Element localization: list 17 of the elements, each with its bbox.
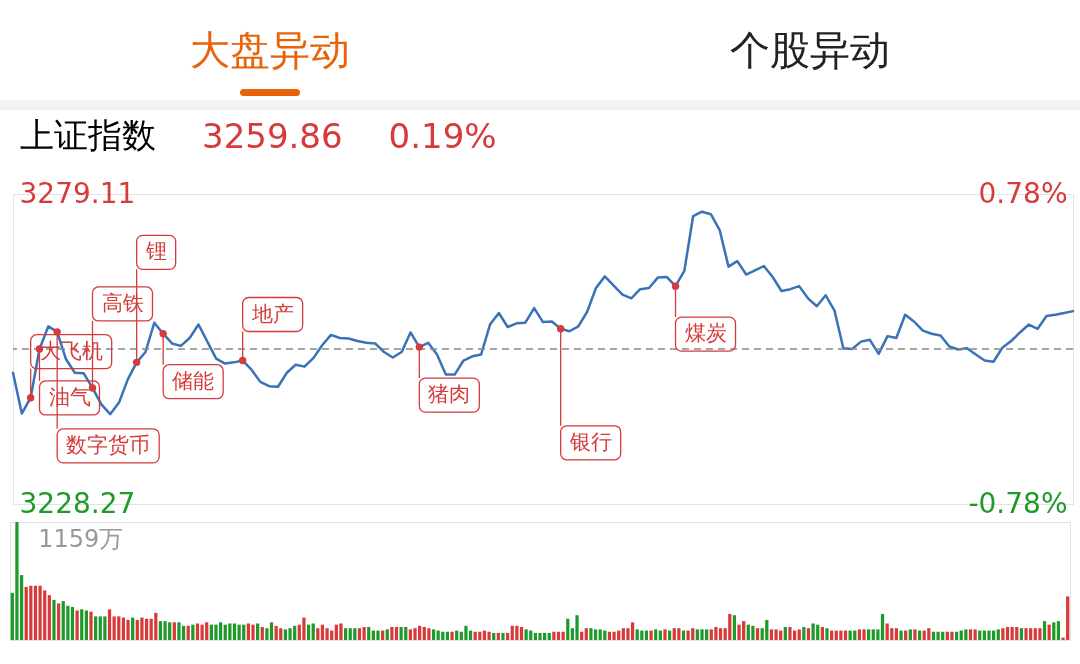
y-tick-label: 3228.27 [19, 486, 136, 520]
y2-tick-label: -0.78% [968, 486, 1068, 520]
annotation: 锂 [144, 239, 167, 264]
chart-title: 上证指数 [20, 114, 156, 157]
text: 3259.86 [202, 116, 343, 156]
annotation: 1159万 [38, 525, 124, 553]
annotation: 煤炭 [684, 321, 727, 346]
y-tick-label: 3279.11 [19, 176, 136, 210]
annotation: 地产 [250, 301, 294, 326]
text: 0.19% [388, 116, 497, 156]
text: 个股异动 [729, 26, 891, 75]
annotation: 储能 [172, 368, 215, 393]
annotation: 猪肉 [428, 382, 471, 407]
annotation: 银行 [568, 429, 612, 454]
text: 大盘异动 [189, 26, 351, 75]
annotation: 数字货币 [66, 432, 151, 457]
y2-tick-label: 0.78% [978, 176, 1068, 210]
